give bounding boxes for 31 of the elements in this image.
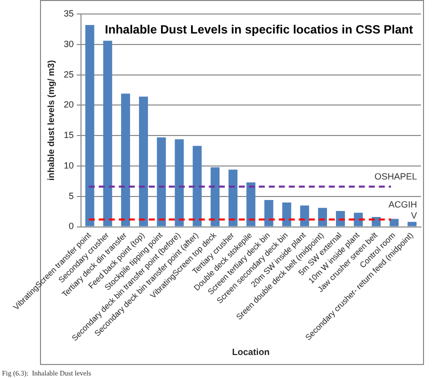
y-tick-label: 5 [68,190,74,201]
bar [192,146,202,226]
bar [121,94,130,226]
bar [103,40,112,226]
bar [156,137,166,226]
bar [174,139,184,226]
y-tick-label: 35 [64,8,74,18]
bar [228,170,238,226]
y-tick-label: 15 [64,130,74,140]
bar [408,222,417,226]
y-axis-title: inhable dust levels (mg/ m3) [46,60,56,181]
bar [282,202,292,226]
y-tick-label: 10 [64,160,74,170]
bar [85,24,94,226]
y-tick-label: 0 [68,221,74,232]
bar [390,218,399,226]
ref-line-label: ACGIH V [388,199,417,220]
text: Inhalable Dust Levels in specific locatios in CSS Plant [104,22,413,36]
x-axis-title: Location [232,347,270,358]
bar [300,205,310,226]
bar [246,182,256,226]
y-tick-label: 25 [64,69,74,80]
y-tick-label: 20 [64,100,74,110]
bar [318,208,327,226]
bar [354,212,363,226]
bar [336,210,345,226]
bar [139,96,148,226]
bar [210,167,220,226]
y-tick-label: 30 [64,38,74,49]
bar [264,200,274,226]
ref-line-label: OSHAPEL [374,172,417,182]
